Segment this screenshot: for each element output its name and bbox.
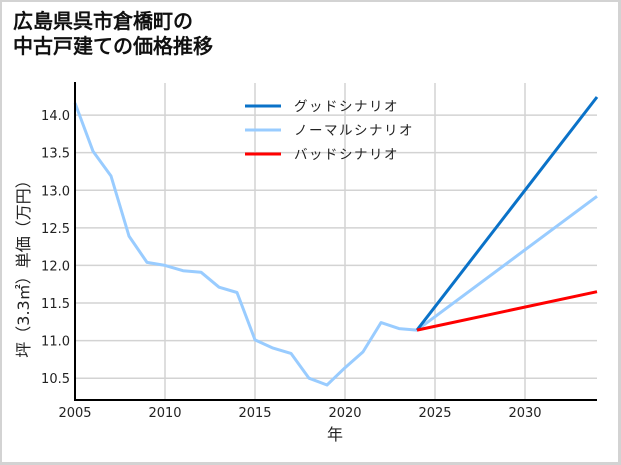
y-tick-label: 13.5 <box>41 147 70 162</box>
chart-title-line-1: 広島県呉市倉橋町の <box>13 9 193 33</box>
legend-label-normal: ノーマルシナリオ <box>294 123 414 139</box>
y-tick-label: 12.0 <box>41 259 70 274</box>
axes <box>74 82 597 401</box>
x-tick-label: 2015 <box>238 406 271 421</box>
legend-item-normal: ノーマルシナリオ <box>245 123 414 139</box>
y-axis-label: 坪（3.3㎡）単価（万円） <box>14 172 33 357</box>
y-tick-label: 10.5 <box>41 372 70 387</box>
x-tick-label: 2020 <box>328 406 361 421</box>
y-tick-label: 13.0 <box>41 184 70 199</box>
data-series <box>73 96 599 387</box>
x-tick-label: 2005 <box>58 406 91 421</box>
legend-label-bad: バッドシナリオ <box>294 147 399 163</box>
y-tick-label: 11.5 <box>41 297 70 312</box>
x-tick-label: 2030 <box>508 406 541 421</box>
legend-label-good: グッドシナリオ <box>294 99 399 115</box>
series-line-good <box>415 96 599 332</box>
x-axis-tick-labels: 2005 2010 2015 2020 2025 2030 <box>58 406 541 421</box>
y-tick-label: 12.5 <box>41 222 70 237</box>
x-axis-label: 年 <box>327 425 343 444</box>
series-line-normal <box>73 102 598 387</box>
y-tick-label: 14.0 <box>41 109 70 124</box>
legend-item-good: グッドシナリオ <box>245 99 399 115</box>
chart-title: 広島県呉市倉橋町の 中古戸建ての価格推移 <box>13 9 213 59</box>
y-axis-tick-labels: 10.5 11.0 11.5 12.0 12.5 13.0 13.5 14.0 <box>41 109 70 387</box>
series-line-bad <box>416 290 598 332</box>
x-tick-label: 2010 <box>148 406 181 421</box>
chart-title-line-2: 中古戸建ての価格推移 <box>13 34 213 58</box>
legend-item-bad: バッドシナリオ <box>245 147 399 163</box>
y-tick-label: 11.0 <box>41 335 70 350</box>
x-tick-label: 2025 <box>418 406 451 421</box>
